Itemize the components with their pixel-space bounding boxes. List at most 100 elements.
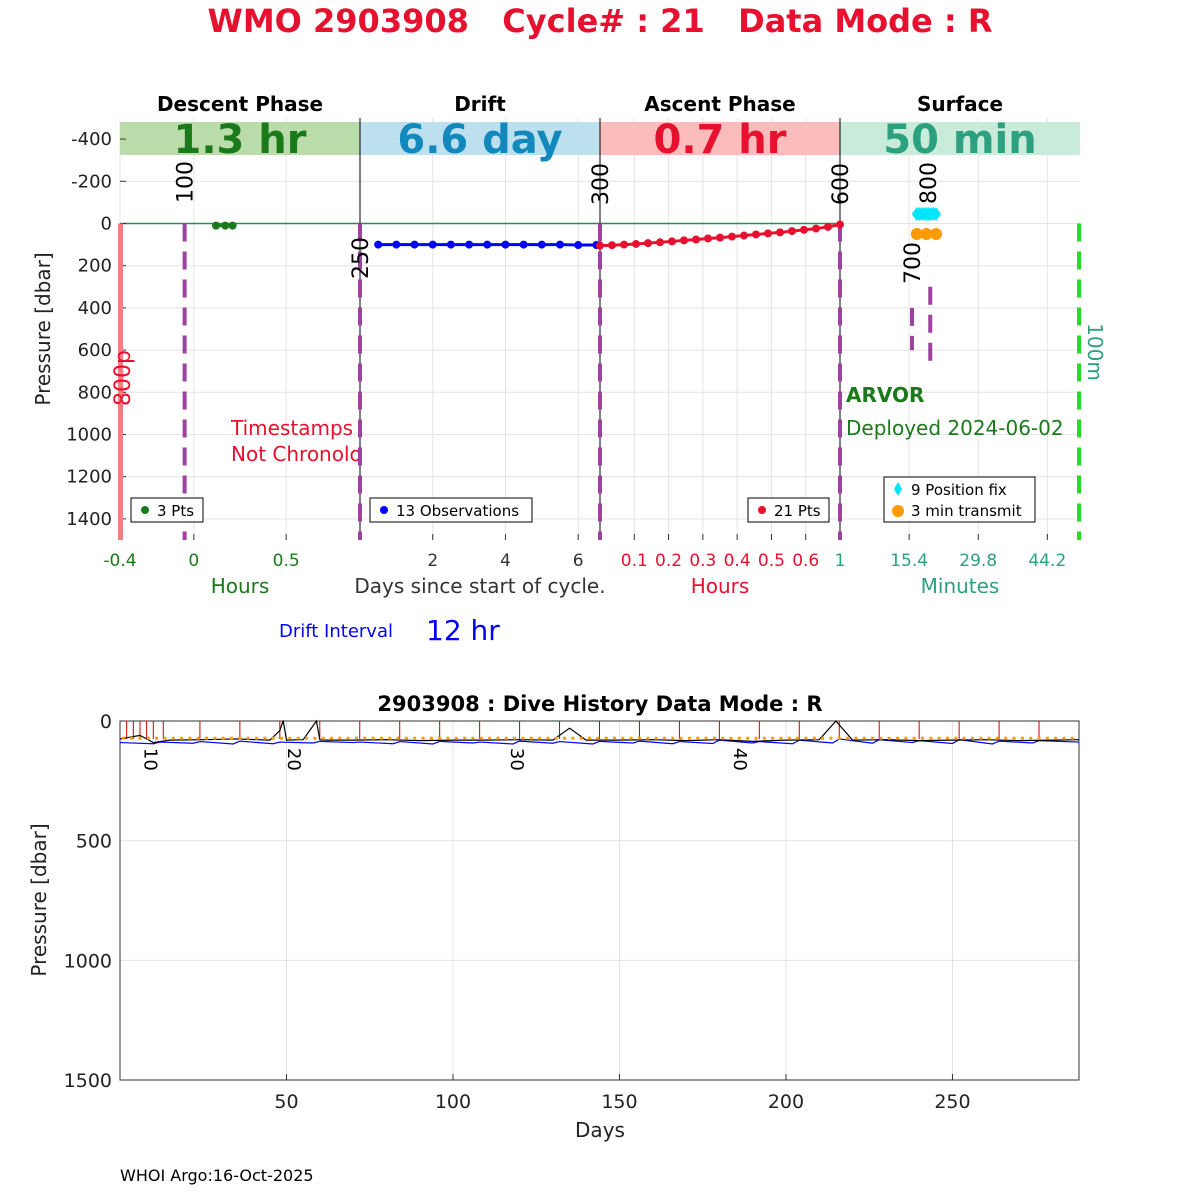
history-surface-marker bbox=[987, 736, 991, 740]
history-surface-marker bbox=[962, 736, 966, 740]
history-surface-marker bbox=[696, 736, 700, 740]
legend-label: 21 Pts bbox=[774, 502, 821, 520]
history-surface-marker bbox=[421, 736, 425, 740]
cycle-marker-label: 300 bbox=[589, 163, 614, 205]
y-tick-label: 0 bbox=[101, 214, 112, 235]
history-x-axis-label: Days bbox=[575, 1118, 625, 1142]
y-tick-label: 400 bbox=[78, 298, 112, 319]
y-tick-label: -200 bbox=[71, 171, 112, 192]
drift-point bbox=[483, 240, 492, 249]
history-surface-marker bbox=[346, 736, 350, 740]
history-surface-marker bbox=[679, 736, 683, 740]
ascent-point bbox=[728, 232, 736, 241]
history-surface-marker bbox=[779, 736, 783, 740]
history-surface-marker bbox=[354, 736, 358, 740]
history-surface-marker bbox=[163, 736, 167, 740]
history-surface-marker bbox=[1020, 736, 1024, 740]
pressure-bar-label: 800p bbox=[111, 350, 136, 406]
phase-duration: 50 min bbox=[883, 117, 1036, 163]
history-surface-marker bbox=[479, 736, 483, 740]
history-title: 2903908 : Dive History Data Mode : R bbox=[377, 692, 822, 716]
float-type: ARVOR bbox=[846, 383, 924, 407]
history-surface-marker bbox=[546, 736, 550, 740]
history-surface-marker bbox=[887, 736, 891, 740]
history-surface-marker bbox=[504, 736, 508, 740]
history-surface-marker bbox=[762, 736, 766, 740]
history-surface-marker bbox=[804, 736, 808, 740]
x-axis-label: Minutes bbox=[921, 574, 1000, 598]
history-surface-marker bbox=[454, 736, 458, 740]
history-surface-marker bbox=[704, 736, 708, 740]
ascent-point bbox=[596, 241, 604, 250]
ascent-point bbox=[812, 224, 820, 233]
history-surface-marker bbox=[912, 736, 916, 740]
history-surface-marker bbox=[338, 736, 342, 740]
drift-point bbox=[374, 240, 383, 249]
drift-point bbox=[392, 240, 401, 249]
y-axis-label: Pressure [dbar] bbox=[31, 252, 55, 405]
transmit-point bbox=[910, 228, 923, 241]
history-surface-marker bbox=[155, 736, 159, 740]
annotation-text: Not Chronolo bbox=[231, 442, 362, 466]
history-x-tick-label: 100 bbox=[435, 1091, 471, 1113]
history-surface-marker bbox=[662, 736, 666, 740]
history-x-tick-label: 250 bbox=[934, 1091, 970, 1113]
history-y-axis-label: Pressure [dbar] bbox=[27, 823, 51, 976]
history-surface-marker bbox=[571, 736, 575, 740]
y-tick-label: 1200 bbox=[66, 467, 112, 488]
history-surface-marker bbox=[404, 736, 408, 740]
history-cycle-label: 10 bbox=[140, 748, 161, 771]
phase-duration: 0.7 hr bbox=[654, 117, 787, 163]
history-surface-marker bbox=[787, 736, 791, 740]
surface-depth-label: 100m bbox=[1083, 323, 1107, 381]
ascent-point bbox=[788, 227, 796, 236]
history-surface-marker bbox=[837, 736, 841, 740]
history-surface-marker bbox=[671, 736, 675, 740]
transmit-point bbox=[920, 228, 933, 241]
x-tick-label: 44.2 bbox=[1028, 551, 1066, 571]
ascent-point bbox=[764, 229, 772, 238]
history-surface-marker bbox=[621, 736, 625, 740]
history-surface-marker bbox=[205, 736, 209, 740]
y-tick-label: -400 bbox=[71, 129, 112, 150]
history-series-line bbox=[119, 738, 1080, 745]
history-surface-marker bbox=[1054, 736, 1058, 740]
history-surface-marker bbox=[238, 736, 242, 740]
legend-marker bbox=[380, 506, 388, 514]
history-surface-marker bbox=[146, 736, 150, 740]
history-cycle-label: 20 bbox=[283, 748, 304, 771]
history-surface-marker bbox=[896, 736, 900, 740]
x-tick-label: 0.6 bbox=[792, 551, 819, 571]
history-surface-marker bbox=[246, 736, 250, 740]
ascent-point bbox=[740, 231, 748, 240]
history-surface-marker bbox=[196, 736, 200, 740]
drift-interval-label: Drift Interval bbox=[279, 621, 393, 642]
history-surface-marker bbox=[970, 736, 974, 740]
history-axes-frame bbox=[119, 720, 1080, 1081]
x-tick-label: 0.4 bbox=[724, 551, 751, 571]
x-tick-label: 1 bbox=[835, 551, 846, 571]
history-surface-marker bbox=[945, 736, 949, 740]
history-surface-marker bbox=[1037, 736, 1041, 740]
x-tick-label: 6 bbox=[573, 551, 584, 571]
figure-title: WMO 2903908 Cycle# : 21 Data Mode : R bbox=[207, 2, 993, 40]
ascent-point bbox=[656, 238, 664, 247]
phase-band bbox=[600, 122, 840, 155]
history-surface-marker bbox=[463, 736, 467, 740]
history-surface-marker bbox=[413, 736, 417, 740]
annotation-text: Timestamps bbox=[230, 416, 353, 440]
x-tick-label: 2 bbox=[427, 551, 438, 571]
history-surface-marker bbox=[821, 736, 825, 740]
legend-box bbox=[369, 497, 533, 523]
history-y-tick-label: 500 bbox=[76, 831, 112, 853]
history-surface-marker bbox=[754, 736, 758, 740]
x-tick-label: 0.3 bbox=[689, 551, 716, 571]
drift-point bbox=[501, 240, 510, 249]
history-surface-marker bbox=[304, 736, 308, 740]
history-surface-marker bbox=[488, 736, 492, 740]
ascent-point bbox=[776, 228, 784, 237]
history-surface-marker bbox=[862, 736, 866, 740]
history-surface-marker bbox=[496, 736, 500, 740]
history-surface-marker bbox=[221, 736, 225, 740]
ascent-point bbox=[608, 241, 616, 250]
